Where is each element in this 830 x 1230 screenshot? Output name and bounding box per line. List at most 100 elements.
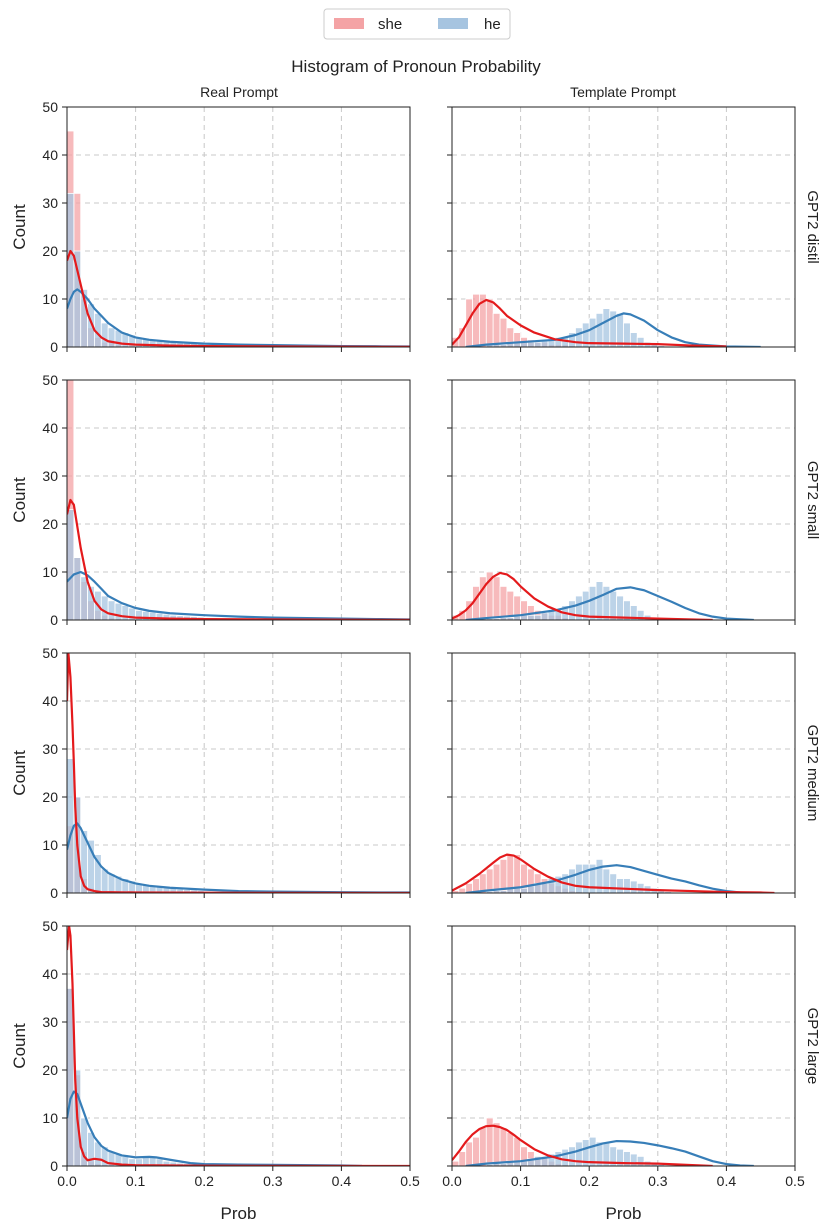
kde-line-he (465, 586, 754, 620)
chart-title: Histogram of Pronoun Probability (291, 57, 541, 76)
y-tick-label: 0 (50, 339, 58, 355)
histogram-bar-she (499, 586, 508, 620)
x-tick-label: 0.4 (717, 1173, 737, 1189)
histogram-bar-he (513, 887, 521, 893)
y-tick-label: 40 (42, 693, 58, 709)
x-axis-label: Prob (221, 1204, 257, 1223)
panel-frame (66, 106, 411, 348)
panel-gpt2-large-template: 0.0 0.1 0.2 0.3 0.4 0.5 GPT2 large Prob (442, 925, 821, 1223)
panel-background (67, 926, 410, 1166)
panel-plot-area (452, 293, 761, 347)
kde-line-she (452, 298, 727, 347)
y-tick-label: 20 (42, 1062, 58, 1078)
row-label: GPT2 small (804, 461, 821, 539)
panel-gpt2-small-real: 0 10 20 30 40 50 Count (10, 372, 411, 628)
legend: she he (323, 8, 511, 40)
histogram-bar-he (107, 327, 116, 347)
histogram-bar-she (499, 1127, 508, 1166)
histogram-bar-he (527, 341, 535, 347)
panel-plot-area (452, 853, 775, 893)
y-tick-label: 30 (42, 195, 58, 211)
y-tick-label: 0 (50, 885, 58, 901)
legend-frame (323, 8, 511, 40)
y-tick-label: 30 (42, 468, 58, 484)
column-title-real: Real Prompt (200, 84, 278, 100)
histogram-bar-he (67, 509, 75, 620)
histogram-bar-he (568, 1146, 576, 1166)
histogram-bar-he (623, 878, 631, 893)
kde-line-he (67, 288, 410, 347)
histogram-bar-he (616, 878, 624, 893)
panel-gpt2-medium-template: GPT2 medium (447, 652, 821, 898)
y-tick-label: 10 (42, 564, 58, 580)
panel-frame (451, 106, 796, 348)
panel-background (67, 653, 410, 893)
histogram-bar-he (602, 308, 611, 347)
legend-label-she: she (378, 16, 402, 33)
y-tick-label: 0 (50, 612, 58, 628)
row-label: GPT2 medium (804, 725, 821, 822)
histogram-bar-he (575, 327, 583, 347)
kde-line-she (452, 1124, 713, 1166)
y-tick-label: 10 (42, 1110, 58, 1126)
panel-background (67, 107, 410, 347)
panel-frame (66, 379, 411, 621)
histogram-bar-he (100, 595, 109, 620)
histogram-bar-he (629, 880, 638, 893)
x-tick-label: 0.2 (579, 1173, 599, 1189)
histogram-bar-he (616, 312, 624, 347)
histogram-bar-he (533, 614, 542, 620)
x-tick-label: 0.1 (511, 1173, 531, 1189)
panel-frame (66, 925, 411, 1167)
y-tick-label: 20 (42, 516, 58, 532)
histogram-bar-she (479, 576, 487, 620)
panel-gpt2-large-real: 0.0 0.1 0.2 0.3 0.4 0.5 0 10 20 30 40 50 Count Prob (10, 918, 420, 1223)
histogram-bar-he (100, 322, 109, 347)
x-tick-label: 0.0 (442, 1173, 462, 1189)
y-tick-label: 10 (42, 291, 58, 307)
y-tick-label: 30 (42, 741, 58, 757)
row-label: GPT2 large (804, 1008, 821, 1085)
y-tick-label: 0 (50, 1158, 58, 1174)
histogram-bar-he (107, 600, 116, 620)
column-title-template: Template Prompt (570, 84, 676, 100)
panels: 0 10 20 30 40 50 Count GPT2 distil 0 10 20 30 40 50 Co… (10, 99, 821, 1223)
histogram-bar-he (568, 868, 576, 893)
y-tick-label: 50 (42, 99, 58, 115)
panel-background (67, 380, 410, 620)
kde-line-she (452, 571, 713, 620)
panel-plot-area (67, 380, 410, 620)
y-tick-label: 10 (42, 837, 58, 853)
panel-plot-area (67, 130, 410, 347)
histogram-bar-he (540, 612, 549, 620)
panel-frame (451, 652, 796, 894)
panel-background (452, 107, 795, 347)
panel-gpt2-distil-real: 0 10 20 30 40 50 Count (10, 99, 411, 355)
y-tick-label: 40 (42, 420, 58, 436)
histogram-bar-she (458, 887, 467, 893)
panel-background (452, 653, 795, 893)
kde-line-she (67, 249, 410, 347)
histogram-bar-he (568, 600, 576, 620)
histogram-bar-he (595, 581, 604, 620)
histogram-bar-he (114, 602, 123, 620)
histogram-bar-she (485, 298, 494, 347)
histogram-bar-he (73, 557, 82, 620)
histogram-bar-he (636, 1156, 645, 1166)
x-tick-label: 0.2 (194, 1173, 214, 1189)
legend-label-he: he (484, 16, 501, 33)
kde-line-she (67, 926, 410, 1166)
histogram-bar-she (492, 312, 501, 347)
kde-line-she (452, 853, 775, 893)
row-label: GPT2 distil (804, 190, 821, 263)
histogram-bar-he (80, 576, 88, 620)
y-tick-label: 50 (42, 372, 58, 388)
panel-frame (66, 652, 411, 894)
histogram-bar-she (492, 1122, 501, 1166)
y-tick-label: 30 (42, 1014, 58, 1030)
y-axis-label: Count (10, 477, 29, 523)
histogram-bar-he (575, 863, 583, 893)
x-tick-label: 0.0 (57, 1173, 77, 1189)
histogram-bar-he (588, 586, 597, 620)
histogram-bar-he (609, 590, 618, 620)
